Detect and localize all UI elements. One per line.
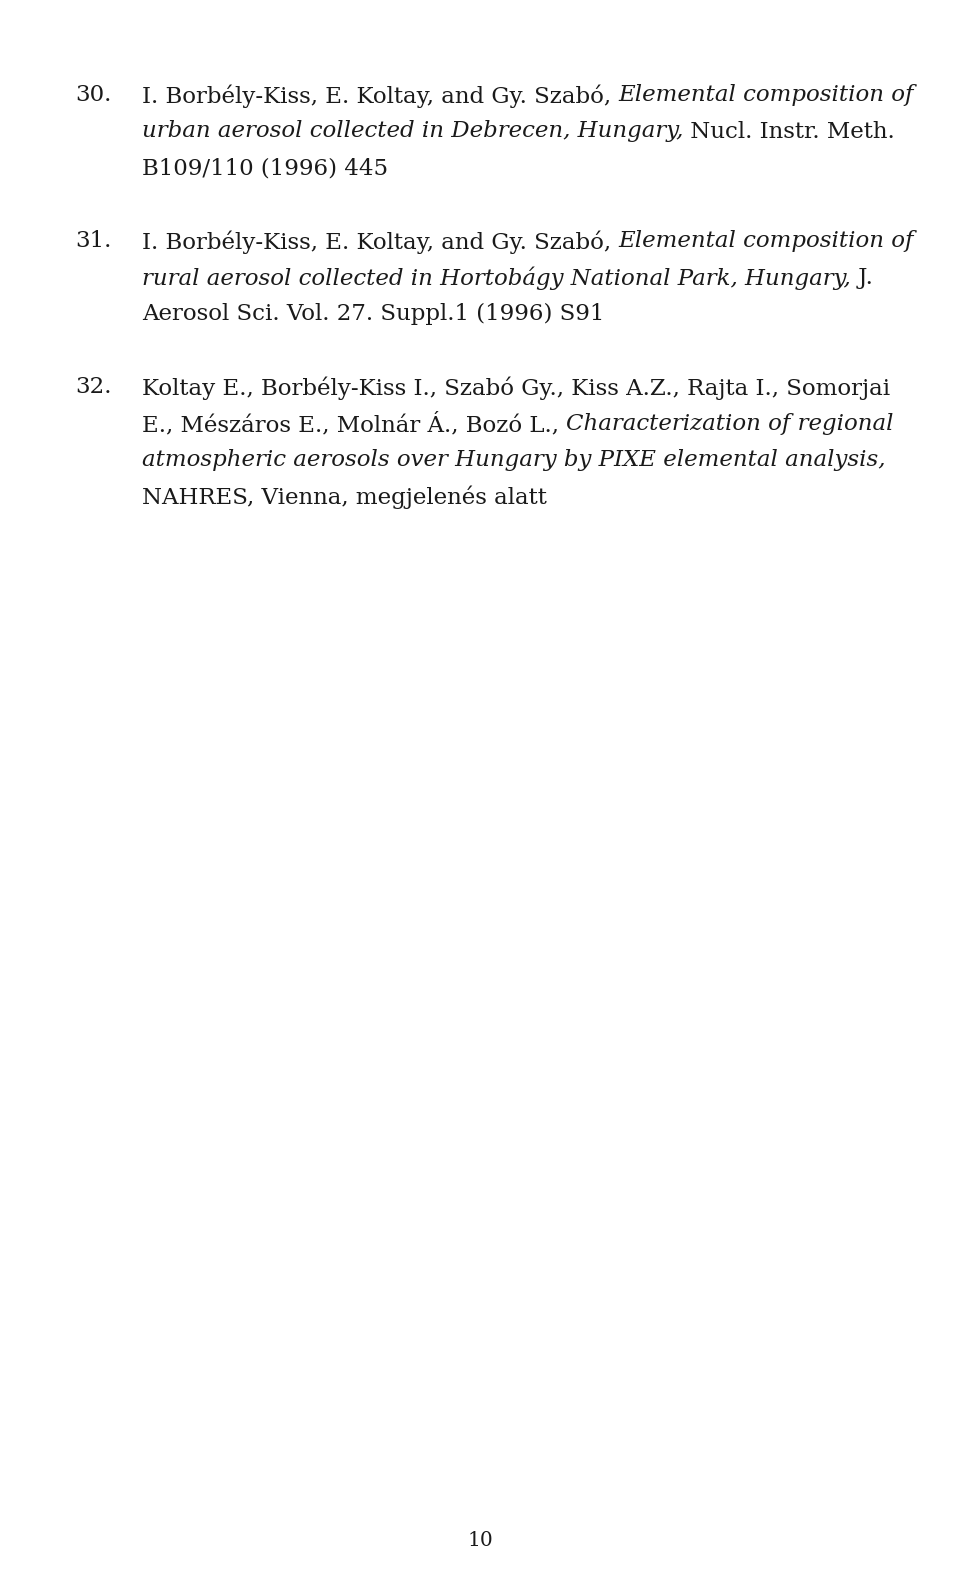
Text: 31.: 31.	[75, 231, 111, 253]
Text: Elemental composition of: Elemental composition of	[618, 231, 914, 253]
Text: I. Borbély-Kiss, E. Koltay, and Gy. Szabó,: I. Borbély-Kiss, E. Koltay, and Gy. Szab…	[142, 231, 618, 254]
Text: I. Borbély-Kiss, E. Koltay, and Gy. Szabó,: I. Borbély-Kiss, E. Koltay, and Gy. Szab…	[142, 84, 618, 107]
Text: Koltay E., Borbély-Kiss I., Szabó Gy., Kiss A.Z., Rajta I., Somorjai: Koltay E., Borbély-Kiss I., Szabó Gy., K…	[142, 376, 890, 399]
Text: Elemental composition of: Elemental composition of	[618, 84, 914, 106]
Text: 10: 10	[468, 1532, 492, 1551]
Text: Characterization of regional: Characterization of regional	[566, 412, 894, 434]
Text: urban aerosol collected in Debrecen, Hungary,: urban aerosol collected in Debrecen, Hun…	[142, 120, 684, 142]
Text: Aerosol Sci. Vol. 27. Suppl.1 (1996) S91: Aerosol Sci. Vol. 27. Suppl.1 (1996) S91	[142, 303, 605, 325]
Text: atmospheric aerosols over Hungary by PIXE elemental analysis,: atmospheric aerosols over Hungary by PIX…	[142, 448, 885, 471]
Text: NAHRES, Vienna, megjelenés alatt: NAHRES, Vienna, megjelenés alatt	[142, 485, 547, 508]
Text: B109/110 (1996) 445: B109/110 (1996) 445	[142, 156, 388, 178]
Text: E., Mészáros E., Molnár Á., Bozó L.,: E., Mészáros E., Molnár Á., Bozó L.,	[142, 412, 566, 436]
Text: J.: J.	[851, 267, 873, 289]
Text: 32.: 32.	[75, 376, 111, 398]
Text: Nucl. Instr. Meth.: Nucl. Instr. Meth.	[684, 120, 895, 142]
Text: rural aerosol collected in Hortobágy National Park, Hungary,: rural aerosol collected in Hortobágy Nat…	[142, 267, 851, 291]
Text: 30.: 30.	[75, 84, 111, 106]
